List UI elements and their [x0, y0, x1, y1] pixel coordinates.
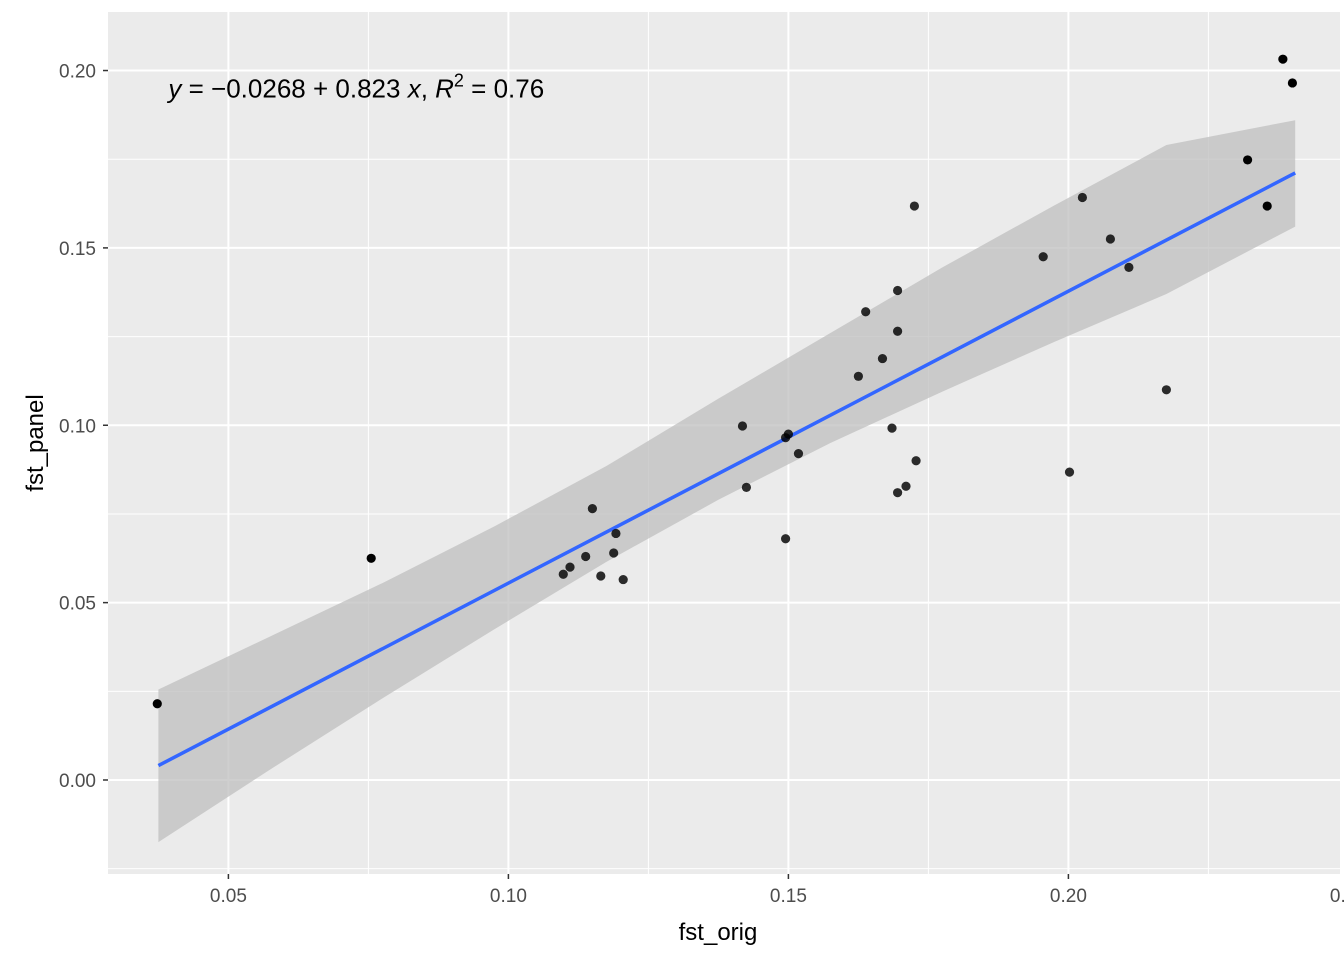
data-point	[911, 456, 921, 466]
annotation-segment: ,	[421, 73, 435, 103]
x-axis-title: fst_orig	[679, 919, 758, 946]
data-point	[618, 574, 628, 585]
data-point	[909, 201, 920, 211]
y-tick-label: 0.00	[59, 771, 96, 792]
data-point	[893, 285, 903, 296]
data-point	[893, 326, 903, 336]
annotation-segment: 2	[454, 70, 464, 90]
y-tick-label: 0.20	[59, 62, 96, 83]
x-tick-label: 0.25	[1330, 886, 1344, 907]
data-point	[1278, 54, 1288, 64]
data-point	[581, 551, 591, 562]
data-point	[1077, 192, 1087, 203]
regression-line	[157, 171, 1297, 768]
x-tick-label: 0.15	[770, 886, 807, 907]
data-point	[741, 482, 752, 492]
x-tick-label: 0.10	[490, 886, 527, 907]
y-axis-ticks: 0.00 0.05 0.10 0.15 0.20	[59, 62, 108, 792]
x-axis-ticks: 0.05 0.10 0.15 0.20 0.25	[210, 874, 1344, 907]
data-point	[853, 371, 864, 381]
data-point	[611, 528, 621, 539]
y-tick-label: 0.05	[59, 594, 96, 615]
annotation-segment: =	[181, 73, 211, 103]
y-axis-title: fst_panel	[22, 394, 49, 491]
annotation-segment: 0.0268	[226, 73, 306, 103]
data-point	[901, 481, 911, 491]
annotation-segment: −	[211, 73, 226, 103]
data-point	[793, 449, 804, 459]
data-point	[861, 307, 871, 317]
data-point	[1038, 252, 1048, 262]
data-point	[781, 534, 791, 544]
fit-line	[157, 171, 1297, 768]
data-points	[152, 54, 1297, 709]
x-tick-label: 0.05	[210, 886, 247, 907]
annotation-segment: x	[406, 73, 422, 103]
annotation-segment: y	[166, 73, 183, 103]
x-tick-label: 0.20	[1050, 886, 1087, 907]
data-point	[1161, 385, 1171, 395]
annotation-segment: R	[435, 73, 454, 103]
data-point	[1287, 78, 1297, 88]
data-point	[893, 488, 903, 498]
data-point	[1124, 262, 1134, 273]
annotation-segment: +	[306, 73, 336, 103]
annotation-segment: 0.823	[335, 73, 407, 103]
data-point	[558, 569, 568, 579]
confidence-band	[158, 120, 1296, 843]
data-point	[596, 571, 606, 581]
data-point	[887, 423, 897, 433]
data-point	[587, 504, 598, 514]
data-point	[877, 353, 888, 364]
data-point	[781, 433, 791, 443]
data-point	[1243, 155, 1253, 165]
data-point	[1105, 234, 1115, 244]
data-point	[1262, 201, 1272, 211]
data-point	[1064, 467, 1075, 477]
y-tick-label: 0.15	[59, 239, 96, 260]
y-tick-label: 0.10	[59, 416, 96, 437]
data-point	[152, 699, 162, 709]
regression-equation-annotation: y = −0.0268 + 0.823 x, R2 = 0.76	[166, 70, 544, 103]
confidence-band-area	[158, 120, 1296, 843]
data-point	[737, 421, 748, 431]
data-point	[366, 553, 376, 563]
data-point	[565, 562, 575, 572]
annotation-segment: = 0.76	[464, 73, 544, 103]
data-point	[609, 548, 619, 558]
